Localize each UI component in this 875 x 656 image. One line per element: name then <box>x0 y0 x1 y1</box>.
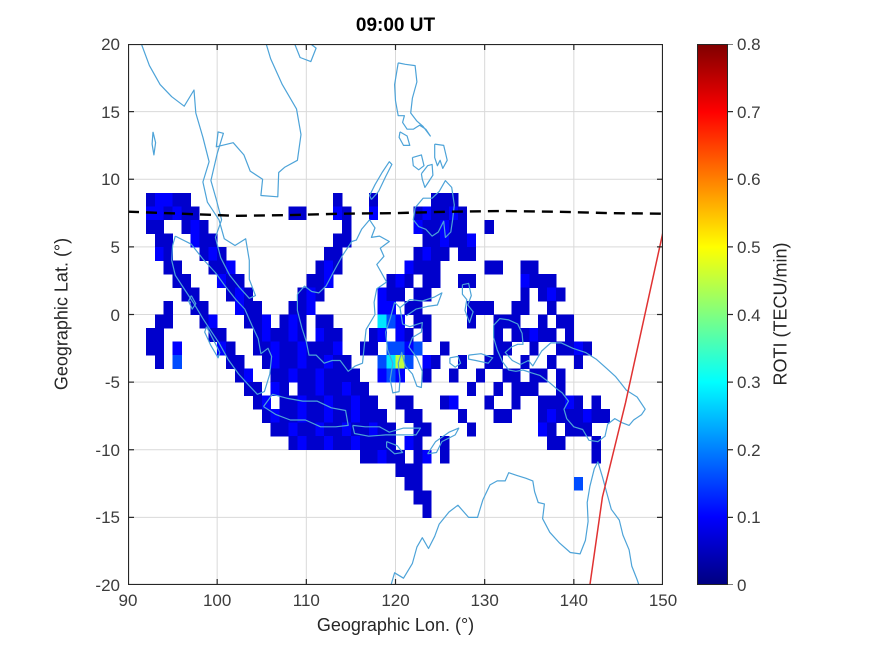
plot-border <box>128 44 663 585</box>
x-tick-label: 130 <box>470 591 499 610</box>
x-tick-label: 140 <box>559 591 589 610</box>
y-tick-label: 5 <box>110 237 120 257</box>
roti-cells <box>145 192 610 518</box>
chart-title: 09:00 UT <box>355 15 436 36</box>
x-tick-label: 120 <box>381 591 410 610</box>
colorbar-label: ROTI (TECU/min) <box>770 242 791 386</box>
y-tick-label: 0 <box>110 305 120 325</box>
colorbar-tick-label: 0.6 <box>737 170 761 190</box>
y-tick-label: -10 <box>95 440 120 460</box>
colorbar-tick-label: 0 <box>737 576 747 595</box>
colorbar-tick-label: 0.1 <box>737 508 761 528</box>
satellite-track-line <box>589 231 663 585</box>
colorbar-tick-label: 0.2 <box>737 440 761 460</box>
y-tick-label: -20 <box>95 576 120 595</box>
x-tick-label: 100 <box>202 591 232 610</box>
colorbar-tick-label: 0.3 <box>737 373 761 393</box>
y-tick-label: -15 <box>95 508 120 528</box>
y-tick-label: 10 <box>101 170 120 190</box>
colorbar <box>697 44 733 585</box>
y-tick-label: 15 <box>101 102 120 122</box>
x-axis-label: Geographic Lon. (°) <box>316 615 475 635</box>
colorbar-tick-label: 0.7 <box>737 102 761 122</box>
colorbar-tick-label: 0.8 <box>737 35 761 54</box>
x-tick-label: 150 <box>648 591 678 610</box>
y-tick-label: -5 <box>104 373 120 393</box>
x-tick-label: 110 <box>292 591 320 610</box>
map-plot <box>128 44 663 585</box>
coastlines <box>140 44 646 585</box>
colorbar-gradient <box>697 44 728 585</box>
colorbar-tick-label: 0.5 <box>737 237 761 257</box>
y-tick-label: 20 <box>101 35 120 54</box>
colorbar-ticks <box>728 44 733 585</box>
x-tick-label: 90 <box>118 591 138 610</box>
colorbar-tick-label: 0.4 <box>737 305 761 325</box>
